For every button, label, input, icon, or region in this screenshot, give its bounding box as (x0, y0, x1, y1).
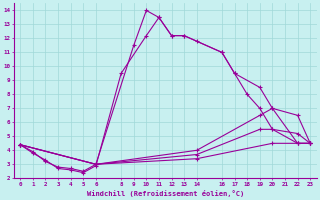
X-axis label: Windchill (Refroidissement éolien,°C): Windchill (Refroidissement éolien,°C) (87, 190, 244, 197)
